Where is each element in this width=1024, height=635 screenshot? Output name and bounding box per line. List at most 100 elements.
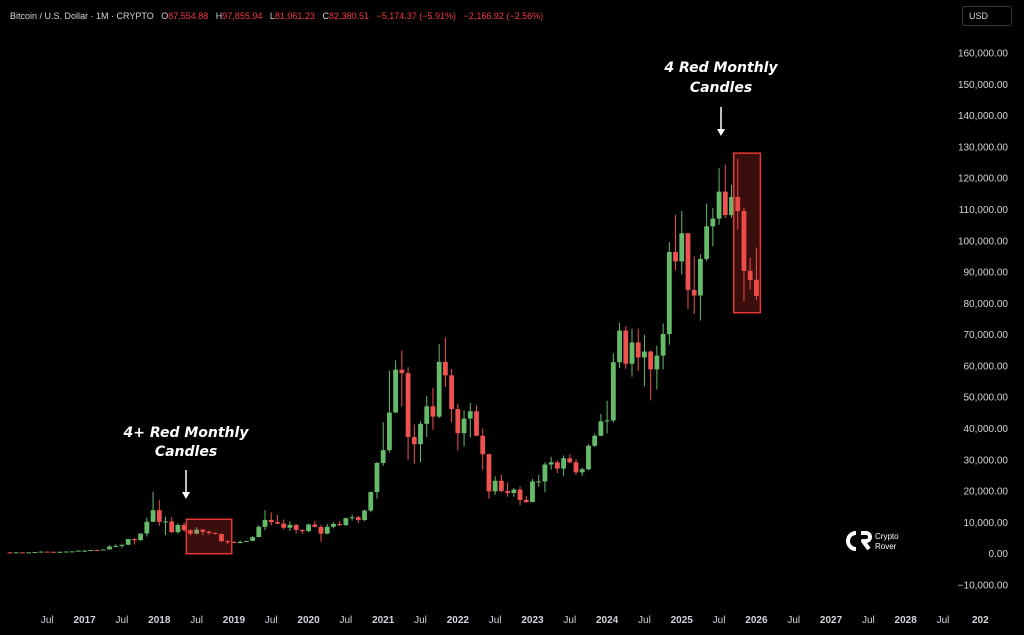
candle-body xyxy=(418,423,423,445)
candle xyxy=(374,462,380,499)
candle xyxy=(150,491,156,523)
y-tick-label: 80,000.00 xyxy=(964,299,1009,310)
y-tick-label: 150,000.00 xyxy=(958,80,1008,91)
logo-text-rover: Rover xyxy=(875,542,897,551)
y-tick-label: 160,000.00 xyxy=(958,49,1008,60)
arrow-down-icon xyxy=(717,129,725,136)
x-tick-label: Jul xyxy=(265,615,278,626)
x-tick-label: Jul xyxy=(339,615,352,626)
candle-body xyxy=(561,458,566,469)
candle-body xyxy=(511,489,517,493)
candle xyxy=(163,516,168,535)
candle-body xyxy=(579,469,585,473)
candle-body xyxy=(623,330,629,364)
candle xyxy=(82,550,88,552)
candle xyxy=(554,460,560,473)
candle-body xyxy=(567,458,573,463)
candle xyxy=(175,523,181,534)
candle xyxy=(256,525,262,538)
candle xyxy=(119,544,125,549)
candle-body xyxy=(592,435,598,446)
candle-body xyxy=(411,436,417,445)
candle-body xyxy=(200,529,206,532)
candle-body xyxy=(275,522,280,524)
candle-body xyxy=(536,481,542,483)
x-tick-label: Jul xyxy=(116,615,129,626)
candle-body xyxy=(88,549,94,551)
candle-body xyxy=(57,551,63,553)
x-tick-label: 2017 xyxy=(74,615,97,626)
candle-body xyxy=(716,191,722,219)
candle-body xyxy=(586,445,591,470)
candle-body xyxy=(474,411,479,436)
candle-body xyxy=(642,351,647,358)
candle xyxy=(113,544,119,548)
x-tick-label: 2019 xyxy=(223,615,246,626)
y-tick-label: 110,000.00 xyxy=(959,205,1009,216)
candle-body xyxy=(256,526,262,538)
candle-body xyxy=(635,342,641,358)
candle xyxy=(474,405,479,437)
candle xyxy=(542,462,548,493)
candle-body xyxy=(138,533,144,541)
candle xyxy=(225,540,231,545)
candle-body xyxy=(498,480,504,492)
candle xyxy=(517,486,523,506)
candle-body xyxy=(144,521,150,534)
candle-body xyxy=(312,524,318,527)
candle xyxy=(523,496,529,503)
candle xyxy=(660,323,666,370)
candle xyxy=(100,549,106,551)
candle xyxy=(206,530,212,535)
candle xyxy=(194,527,199,535)
candle xyxy=(561,455,566,477)
candle xyxy=(735,158,741,230)
candle-body xyxy=(337,523,343,526)
candle-body xyxy=(610,362,616,421)
candle xyxy=(617,322,622,369)
candle-body xyxy=(698,258,703,296)
currency-selector[interactable]: USD xyxy=(962,6,1012,26)
candle-body xyxy=(573,462,579,473)
change-value-2: −2,166.92 (−2.56%) xyxy=(463,11,544,21)
candle xyxy=(212,532,218,535)
candle xyxy=(424,395,430,437)
candle xyxy=(573,459,579,475)
candle-body xyxy=(7,552,13,554)
candle-body xyxy=(343,518,349,526)
candle xyxy=(598,413,604,437)
candle-body xyxy=(374,462,380,493)
candle-body xyxy=(94,549,100,551)
candle-body xyxy=(480,435,486,455)
candle-body xyxy=(399,369,405,374)
candle xyxy=(754,247,759,301)
candle xyxy=(138,533,144,541)
candle xyxy=(69,551,75,553)
candle xyxy=(710,207,716,247)
candle-body xyxy=(467,411,473,419)
candle xyxy=(13,552,19,554)
candle-body xyxy=(13,552,19,554)
y-tick-label: 30,000.00 xyxy=(964,455,1009,466)
candle-body xyxy=(225,541,231,543)
candle-body xyxy=(107,546,112,550)
candle xyxy=(76,550,81,552)
candle xyxy=(654,345,660,390)
candle-body xyxy=(486,454,492,492)
change-value: −5,174.37 (−5.91%) xyxy=(376,11,457,21)
candle xyxy=(461,410,467,447)
candle xyxy=(51,551,56,553)
candle xyxy=(20,552,25,554)
candle xyxy=(486,453,492,499)
candle-body xyxy=(20,552,25,554)
candle xyxy=(480,428,486,471)
candle xyxy=(275,515,280,525)
candle xyxy=(443,337,448,387)
candle-body xyxy=(125,538,131,545)
candle-body xyxy=(368,492,374,511)
candle xyxy=(592,433,598,447)
y-tick-label: 60,000.00 xyxy=(964,361,1009,372)
candle xyxy=(604,400,610,434)
candle-body xyxy=(169,521,175,533)
